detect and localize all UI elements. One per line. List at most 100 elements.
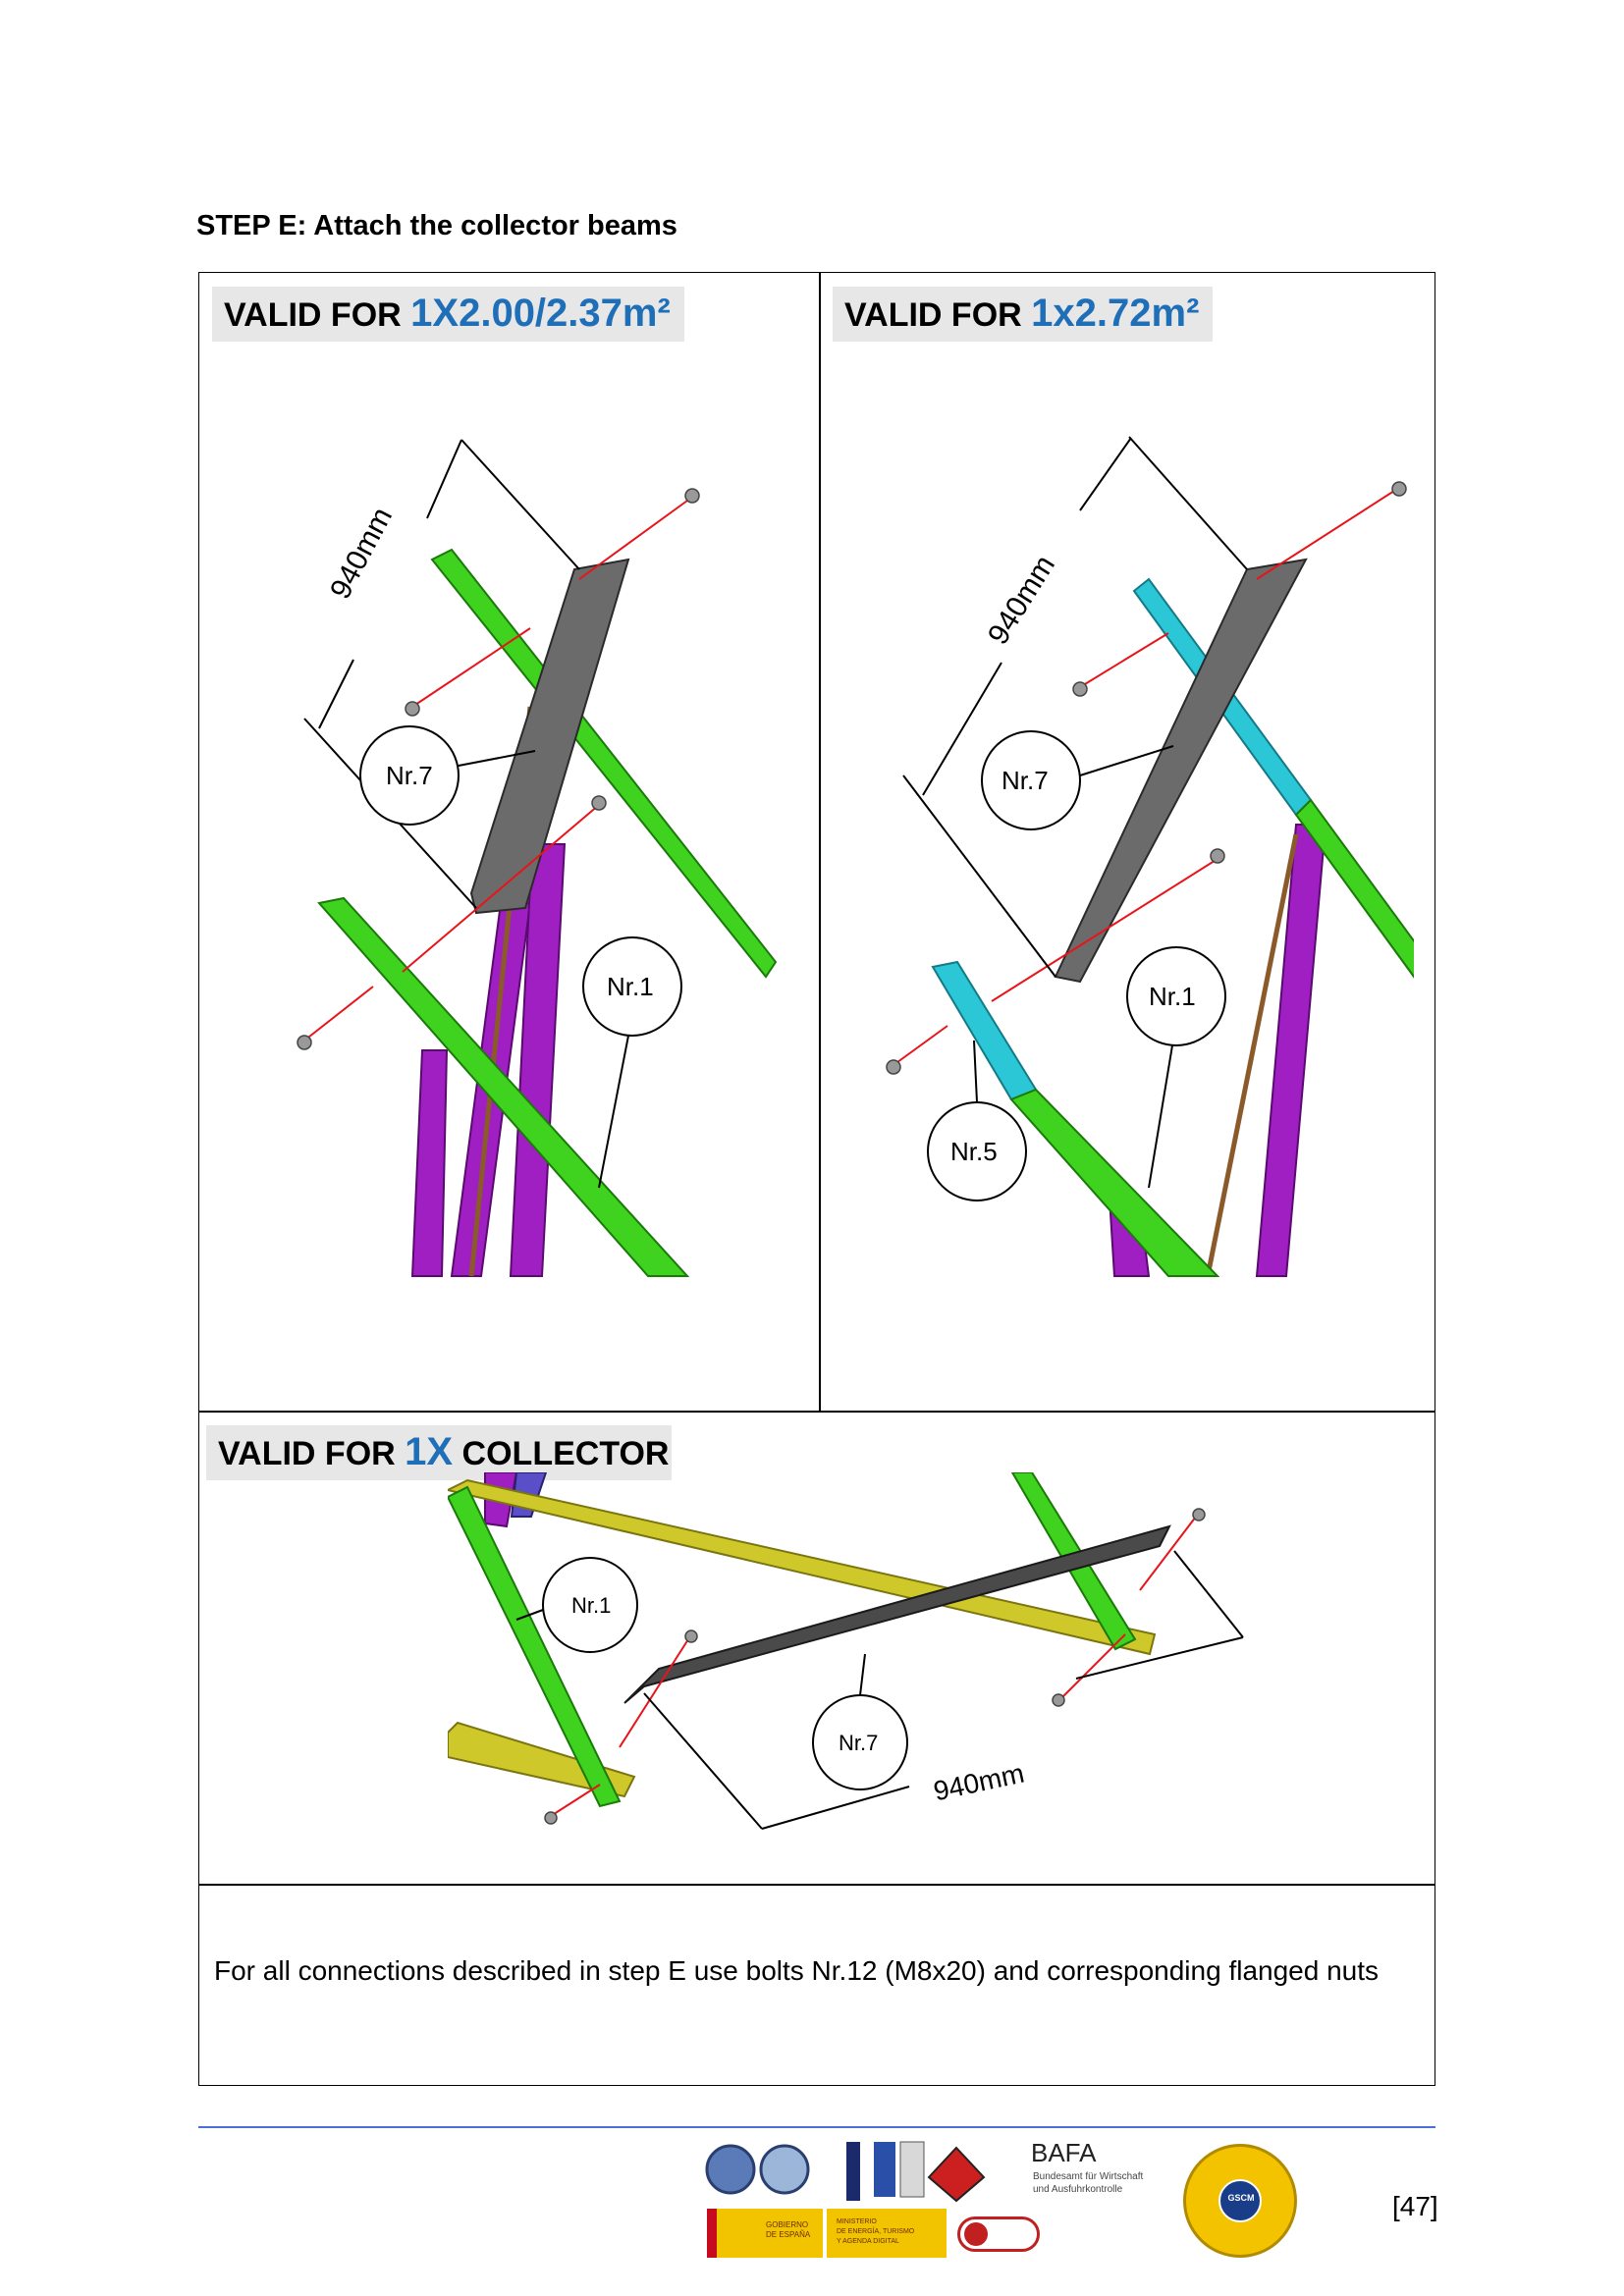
logo-ministerio-text: MINISTERIO	[837, 2218, 877, 2225]
page-number: [47]	[1392, 2191, 1438, 2221]
arrow-red	[303, 986, 374, 1041]
sponsor-logos	[705, 2141, 986, 2203]
valid-for-header-bottom: VALID FOR 1X COLLECTOR	[206, 1425, 672, 1480]
valid-highlight: 1x2.72m²	[1031, 292, 1200, 335]
logo-flag-icon	[874, 2142, 895, 2197]
frame-rail-green	[448, 1485, 622, 1808]
label-circle	[1126, 946, 1226, 1046]
arrow-red	[550, 1784, 601, 1817]
logo-dgp-icon	[705, 2144, 756, 2195]
frame-rail-green	[1009, 1088, 1220, 1277]
leader-line	[1148, 1044, 1173, 1189]
bolt-icon	[544, 1811, 558, 1825]
logo-eu-icon	[846, 2142, 860, 2201]
dimension-line	[643, 1692, 763, 1830]
bolt-icon	[1391, 481, 1407, 497]
valid-highlight: 1X2.00/2.37m²	[410, 292, 671, 335]
valid-highlight: 1X	[405, 1430, 454, 1473]
logo-gobierno-text: GOBIERNO	[766, 2220, 809, 2229]
label-circle	[582, 936, 682, 1037]
frame-strut-brown	[1205, 833, 1299, 1277]
valid-suffix: COLLECTOR	[461, 1435, 670, 1472]
label-circle	[542, 1557, 638, 1653]
valid-prefix: VALID FOR	[218, 1435, 396, 1472]
dimension-line	[902, 774, 1056, 978]
assembly-note: For all connections described in step E …	[214, 1955, 1380, 1986]
leader-line	[973, 1040, 978, 1103]
frame-rail-green	[317, 896, 690, 1277]
dimension-arrow	[1075, 1636, 1244, 1680]
logo-ministerio-text: DE ENERGÍA, TURISMO	[837, 2228, 915, 2235]
arrow-red	[619, 1638, 689, 1748]
bolt-icon	[1052, 1693, 1065, 1707]
label-nr5: Nr.5	[950, 1137, 998, 1166]
diagram-top-right	[864, 412, 1414, 1296]
label-nr1: Nr.1	[1149, 982, 1196, 1011]
label-nr7: Nr.7	[839, 1731, 879, 1755]
logo-eagle-icon	[927, 2146, 986, 2203]
panel-top-right	[819, 272, 1435, 1413]
bolt-icon	[684, 1629, 698, 1643]
bolt-icon	[886, 1059, 901, 1075]
logo-seal-icon	[759, 2144, 810, 2195]
bolt-icon	[1072, 681, 1088, 697]
panel-bottom	[198, 1411, 1435, 1886]
bolt-icon	[1192, 1508, 1206, 1522]
leader-line	[859, 1653, 866, 1696]
label-nr7: Nr.7	[386, 761, 433, 790]
label-circle	[359, 725, 460, 826]
frame-rail-green	[1294, 798, 1414, 979]
valid-prefix: VALID FOR	[224, 296, 402, 334]
logo-ministerio: MINISTERIO DE ENERGÍA, TURISMO Y AGENDA …	[827, 2209, 947, 2258]
bolt-icon	[684, 488, 700, 504]
dimension-line	[1173, 1550, 1244, 1638]
dimension-line	[1128, 436, 1248, 570]
arrow-red	[893, 1025, 948, 1066]
beam-nr7	[469, 558, 630, 915]
leader-line	[458, 750, 536, 767]
logo-gobierno: GOBIERNO DE ESPAÑA	[707, 2209, 823, 2258]
arrow-red	[402, 804, 600, 973]
arrow-red	[1139, 1516, 1197, 1591]
dimension-arrow	[318, 659, 354, 729]
label-nr1: Nr.1	[607, 972, 654, 1001]
arrow-red	[991, 858, 1218, 1002]
logo-ministerio-text: Y AGENDA DIGITAL	[837, 2238, 899, 2245]
dimension-arrow	[426, 439, 462, 519]
logo-portrait-icon	[899, 2141, 925, 2198]
frame-leg-purple	[410, 1049, 449, 1277]
valid-for-header-top-left: VALID FOR 1X2.00/2.37m²	[212, 287, 684, 342]
bolt-icon	[591, 795, 607, 811]
dimension-arrow	[922, 662, 1002, 796]
panel-note	[198, 1884, 1435, 2086]
label-nr7: Nr.7	[1001, 766, 1049, 795]
leader-line	[1079, 745, 1174, 776]
dimension-arrow	[761, 1786, 910, 1830]
logo-bafa-subtitle: Bundesamt für Wirtschaft	[1033, 2171, 1144, 2182]
valid-for-header-top-right: VALID FOR 1x2.72m²	[833, 287, 1214, 342]
leader-line	[515, 1609, 544, 1621]
arrow-red	[1060, 1633, 1126, 1699]
panel-top-left	[198, 272, 821, 1413]
logo-gscm-icon: GSCM	[1183, 2144, 1297, 2258]
frame-leg-purple	[1255, 824, 1327, 1277]
arrow-red	[411, 627, 531, 708]
diagram-top-left	[275, 412, 805, 1296]
bolt-icon	[1210, 848, 1225, 864]
assembly-drawing	[297, 439, 778, 1277]
logo-gobierno-text: DE ESPAÑA	[766, 2230, 811, 2239]
assembly-drawing	[886, 436, 1414, 1277]
arrow-red	[1256, 490, 1395, 580]
beam-nr7	[623, 1524, 1171, 1704]
beam-nr7	[1054, 558, 1308, 984]
bolt-icon	[297, 1035, 312, 1050]
footer-logos	[699, 2138, 1308, 2266]
logo-ies-icon	[957, 2216, 1040, 2252]
leader-line	[598, 1035, 629, 1189]
label-nr1: Nr.1	[571, 1593, 612, 1618]
arrow-red	[578, 500, 688, 580]
arrow-red	[1079, 632, 1169, 688]
dimension-arrow	[1079, 437, 1132, 511]
bolt-icon	[405, 701, 420, 717]
frame-rail-green	[430, 548, 778, 979]
